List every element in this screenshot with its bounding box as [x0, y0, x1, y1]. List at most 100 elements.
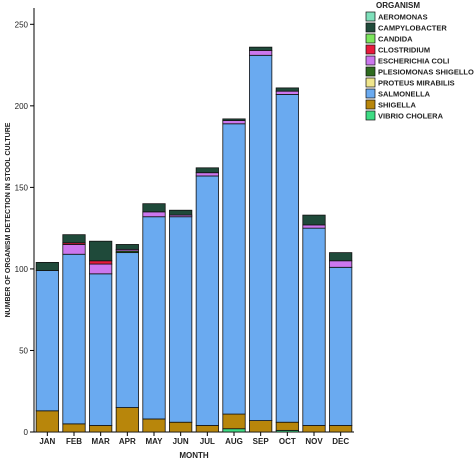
- legend-label: VIBRIO CHOLERA: [378, 112, 444, 121]
- legend-swatch: [365, 99, 376, 110]
- bar-segment-escherichia-coli: [302, 224, 326, 229]
- legend-label: ESCHERICHIA COLI: [378, 57, 449, 66]
- bar-stack-feb: [62, 234, 86, 433]
- bar-segment-escherichia-coli: [62, 244, 86, 255]
- bar-stack-sep: [249, 46, 273, 433]
- legend-swatch: [365, 55, 376, 66]
- bar-stack-jan: [35, 261, 59, 433]
- bar-segment-salmonella: [275, 94, 299, 423]
- bar-segment-campylobacter: [89, 240, 113, 262]
- bar-segment-clostridium: [89, 260, 113, 265]
- bar-segment-salmonella: [195, 175, 219, 426]
- bar-segment-campylobacter: [142, 203, 166, 213]
- bar-stack-aug: [222, 118, 246, 433]
- bar-segment-shigella: [169, 421, 193, 433]
- legend-swatch: [365, 77, 376, 88]
- bar-segment-campylobacter: [115, 244, 139, 250]
- x-tick-label: JUN: [173, 437, 189, 446]
- bar-segment-campylobacter: [249, 46, 273, 51]
- legend-label: CAMPYLOBACTER: [378, 24, 447, 33]
- bar-segment-campylobacter: [35, 261, 59, 271]
- legend-swatch: [365, 110, 376, 121]
- legend-swatch: [365, 88, 376, 99]
- x-tick-label: JAN: [39, 437, 55, 446]
- bar-segment-salmonella: [302, 227, 326, 426]
- legend-label: PLESIOMONAS SHIGELLOIDE: [378, 68, 474, 77]
- x-tick-label: AUG: [225, 437, 243, 446]
- x-tick-label: NOV: [305, 437, 323, 446]
- x-tick-label: MAR: [92, 437, 110, 446]
- bar-segment-campylobacter: [222, 118, 246, 121]
- bar-segment-salmonella: [329, 266, 353, 426]
- x-axis: JAN FEB MAR APR MAY JUN JUL AUG SEP OCT NOV DEC: [34, 431, 354, 446]
- bar-segment-shigella: [62, 423, 86, 433]
- x-axis-title: MONTH: [179, 451, 209, 460]
- legend-swatch: [365, 11, 376, 22]
- legend-item: AEROMONAS: [365, 11, 428, 22]
- legend: ORGANISM AEROMONAS CAMPYLOBACTER CANDIDA CL…: [365, 1, 474, 121]
- y-tick-label: 100: [15, 265, 29, 274]
- bar-segment-escherichia-coli: [222, 120, 246, 125]
- bar-stack-dec: [329, 252, 353, 433]
- legend-swatch: [365, 44, 376, 55]
- bar-stack-nov: [302, 214, 326, 433]
- bar-segment-shigella: [142, 418, 166, 433]
- legend-swatch: [365, 22, 376, 33]
- x-tick-label: SEP: [253, 437, 270, 446]
- legend-item: CLOSTRIDIUM: [365, 44, 430, 55]
- y-axis: 0 50 100 150 200 250: [15, 8, 35, 437]
- bar-segment-salmonella: [142, 216, 166, 420]
- bar-segment-campylobacter: [275, 87, 299, 92]
- bar-segment-shigella: [249, 420, 273, 433]
- x-tick-label: OCT: [279, 437, 296, 446]
- bars: [35, 46, 353, 433]
- bar-segment-escherichia-coli: [195, 172, 219, 177]
- bar-stack-jun: [169, 209, 193, 433]
- bar-segment-salmonella: [35, 270, 59, 412]
- bar-segment-shigella: [302, 425, 326, 433]
- bar-segment-salmonella: [222, 123, 246, 415]
- bar-segment-shigella: [195, 425, 219, 433]
- bar-stack-apr: [115, 244, 139, 433]
- bar-segment-shigella: [329, 425, 353, 433]
- legend-item: SHIGELLA: [365, 99, 417, 110]
- bar-segment-campylobacter: [302, 214, 326, 226]
- bar-segment-shigella: [89, 425, 113, 433]
- legend-label: AEROMONAS: [378, 13, 428, 22]
- bar-segment-salmonella: [62, 253, 86, 425]
- bar-segment-salmonella: [89, 273, 113, 426]
- x-tick-label: FEB: [66, 437, 82, 446]
- bar-segment-campylobacter: [329, 252, 353, 262]
- legend-item: PLESIOMONAS SHIGELLOIDE: [365, 66, 474, 77]
- y-axis-title: NUMBER OF ORGANISM DETECTION IN STOOL CU…: [5, 122, 12, 317]
- legend-label: SHIGELLA: [378, 101, 417, 110]
- bar-segment-salmonella: [249, 54, 273, 421]
- legend-item: CANDIDA: [365, 33, 413, 44]
- bar-segment-campylobacter: [169, 209, 193, 216]
- legend-item: SALMONELLA: [365, 88, 431, 99]
- bar-segment-shigella: [115, 407, 139, 433]
- y-tick-label: 200: [15, 102, 29, 111]
- bar-segment-escherichia-coli: [142, 211, 166, 218]
- bar-segment-salmonella: [115, 252, 139, 408]
- legend-label: CLOSTRIDIUM: [378, 46, 430, 55]
- x-tick-label: MAY: [145, 437, 163, 446]
- legend-item: VIBRIO CHOLERA: [365, 110, 444, 121]
- y-tick-label: 50: [19, 346, 28, 355]
- legend-label: CANDIDA: [378, 35, 413, 44]
- x-tick-label: APR: [119, 437, 136, 446]
- bar-segment-shigella: [222, 413, 246, 430]
- bar-segment-campylobacter: [62, 234, 86, 244]
- plot-background: [34, 8, 354, 432]
- bar-segment-escherichia-coli: [89, 263, 113, 275]
- bar-stack-mar: [89, 240, 113, 433]
- bar-stack-may: [142, 203, 166, 433]
- bar-segment-shigella: [35, 410, 59, 433]
- y-tick-label: 150: [15, 183, 29, 192]
- legend-swatch: [365, 66, 376, 77]
- bar-stack-oct: [275, 87, 299, 433]
- bar-segment-escherichia-coli: [329, 260, 353, 268]
- legend-item: PROTEUS MIRABILIS: [365, 77, 455, 88]
- legend-item: ESCHERICHIA COLI: [365, 55, 449, 66]
